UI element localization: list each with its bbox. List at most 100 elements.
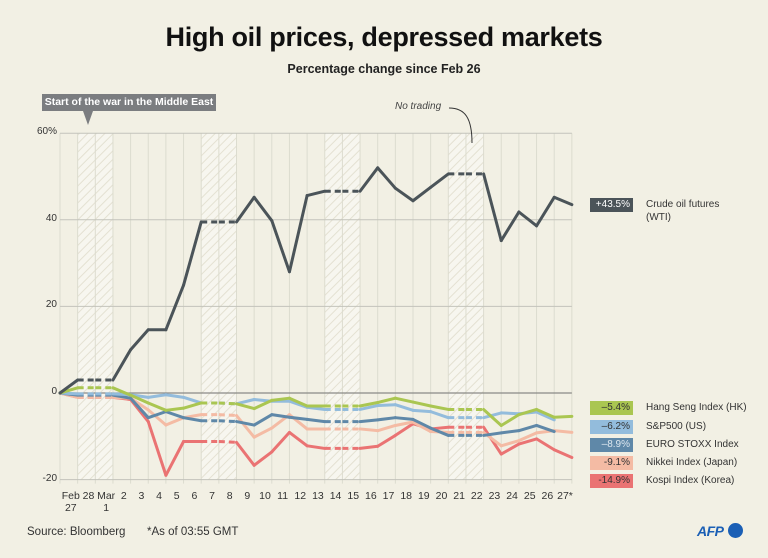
y-tick-label: 40 [45, 212, 57, 224]
series-segment [287, 430, 309, 448]
series-segment [252, 450, 274, 467]
legend-label: Kospi Index (Korea) [646, 475, 735, 486]
series-segment [393, 403, 415, 412]
series-segment [58, 378, 80, 395]
series-segment [111, 348, 133, 382]
x-tick-label: 9 [244, 490, 251, 502]
series-segment [270, 396, 291, 402]
series-segment [393, 416, 415, 421]
chart-subtitle: Percentage change since Feb 26 [287, 62, 481, 76]
x-tick-label: 2 [120, 490, 127, 502]
series-segment [111, 393, 133, 400]
x-tick-label: 12 [294, 490, 307, 502]
legend-item: +43.5% Crude oil futures (WTI) [590, 198, 726, 224]
series-segment [376, 396, 397, 405]
series-segment [517, 423, 539, 433]
series-segment [535, 437, 556, 452]
series-segment [376, 166, 397, 190]
series-segment [111, 386, 133, 397]
series-segment [270, 430, 291, 454]
series-segment [182, 220, 203, 287]
series-segment [146, 410, 168, 420]
x-tick-label: 22 [470, 490, 483, 502]
y-tick-label: -20 [42, 472, 57, 484]
series-segment [517, 407, 539, 417]
legend-value-badge: +43.5% [590, 198, 633, 212]
series-segment [305, 405, 327, 411]
series-segment [218, 413, 237, 418]
series-segment [305, 417, 327, 424]
series-segment [411, 400, 433, 408]
x-tick-label: 13 [312, 490, 324, 502]
x-tick-label: 27* [557, 490, 573, 502]
series-segment [146, 408, 168, 427]
afp-logo-dot [728, 523, 743, 538]
legend-item: -9.1% Nikkei Index (Japan) [590, 456, 737, 470]
no-trading-leader-line [448, 107, 473, 144]
legend-item: –6.2% S&P500 (US) [590, 420, 706, 434]
series-segment [376, 433, 397, 448]
series-segment [235, 440, 256, 467]
series-segment [252, 426, 274, 439]
series-segment [305, 189, 327, 198]
no-trading-annotation: No trading [395, 101, 442, 112]
x-tick-label: 24 [506, 490, 518, 502]
x-tick-label: 6 [191, 490, 198, 502]
series-segment [129, 328, 150, 352]
series-segment [552, 448, 574, 460]
series-segment [358, 401, 380, 408]
x-tick-label: 18 [400, 490, 413, 502]
series-segment [182, 395, 203, 405]
series-segment [182, 416, 203, 423]
series-segment [235, 420, 256, 427]
series-segment [182, 401, 203, 410]
x-tick-label: 5 [173, 490, 180, 502]
series-segment [535, 195, 556, 228]
series-segment [287, 415, 309, 421]
x-tick-label: 3 [138, 490, 145, 502]
series-segment [429, 404, 450, 411]
afp-logo: AFP [697, 523, 724, 539]
series-segment [287, 396, 309, 408]
series-segment [358, 404, 380, 411]
series-segment [305, 444, 327, 450]
x-tick-label: 21 [453, 490, 465, 502]
y-tick-label: 0 [51, 386, 57, 397]
series-segment [517, 437, 539, 446]
series-segment [429, 172, 450, 189]
series-segment [482, 172, 503, 243]
series-segment [411, 417, 433, 430]
series-segment [129, 396, 150, 420]
legend-value-badge: –8.9% [590, 438, 633, 452]
legend-item: -14.9% Kospi Index (Korea) [590, 474, 734, 488]
series-segment [235, 195, 256, 224]
series-segment [235, 402, 256, 411]
series-segment [164, 393, 186, 399]
series-segment [146, 401, 168, 412]
series-segment [429, 410, 450, 420]
series-segment [499, 413, 521, 427]
y-tick-label: 20 [45, 299, 57, 311]
chart-title: High oil prices, depressed markets [165, 22, 603, 52]
legend-value-badge: –6.2% [590, 420, 633, 434]
x-tick-label: 10 [259, 490, 271, 502]
war-start-pointer [83, 111, 93, 125]
series-0 [58, 166, 574, 395]
series-segment [287, 194, 309, 274]
series-segment [235, 414, 256, 439]
series-segment [164, 283, 186, 332]
series-segment [146, 393, 168, 399]
series-segment [164, 410, 186, 420]
series-segment [164, 406, 186, 412]
series-segment [393, 422, 415, 437]
series-segment [270, 219, 291, 274]
legend-item: –8.9% EURO STOXX Index [590, 438, 739, 452]
x-tick-label: 23 [488, 490, 501, 502]
series-segment [499, 439, 521, 448]
series-segment [517, 431, 539, 443]
series-segment [535, 423, 556, 434]
series-segment [393, 420, 415, 427]
series-segment [499, 442, 521, 456]
series-segment [358, 444, 380, 450]
x-tick-label: Feb 27 [61, 490, 80, 514]
